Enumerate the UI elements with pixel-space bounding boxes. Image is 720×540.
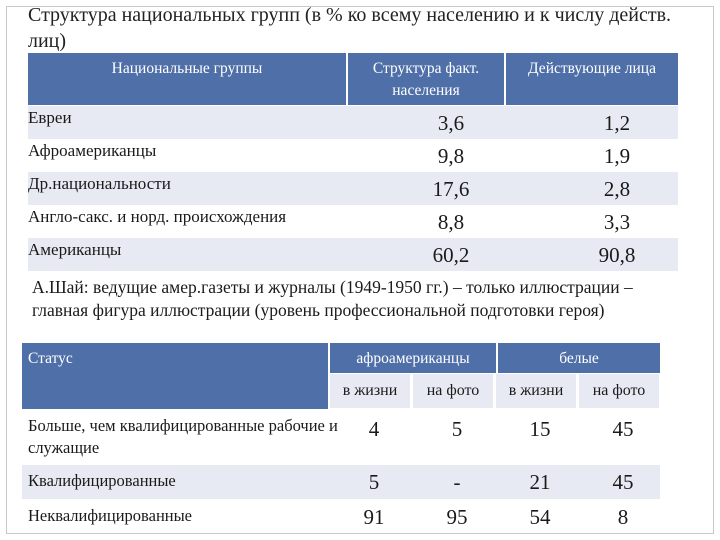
- table2-value: 5: [451, 417, 463, 441]
- table2-value: 15: [529, 417, 551, 441]
- table2-subheader: на фото: [413, 374, 493, 408]
- table1-row: Евреи 3,6 1,2: [28, 106, 678, 139]
- table1-population-value: 8,8: [437, 210, 465, 234]
- table2-subheader: в жизни: [496, 374, 576, 408]
- table1-row: Афроамериканцы 9,8 1,9: [28, 139, 678, 172]
- table2-row: Больше, чем квалифицированные рабочие и …: [22, 410, 660, 464]
- table2-header-whites: белые: [498, 343, 660, 373]
- table1-actors-value: 1,9: [603, 144, 631, 168]
- table2-value: -: [453, 470, 461, 494]
- table2-header-status: Статус: [22, 343, 328, 409]
- table2-header-afroamericans: афроамериканцы: [330, 343, 496, 373]
- table2-value: 45: [612, 470, 634, 494]
- table2-value: 5: [368, 470, 380, 494]
- table1-row-name: Евреи: [28, 108, 72, 127]
- table1-row-name: Др.национальности: [28, 174, 171, 193]
- table2-row: Квалифицированные 5 - 21 45: [22, 465, 660, 499]
- table1-row: Американцы 60,2 90,8: [28, 238, 678, 271]
- slide-frame: [6, 6, 714, 534]
- table1-row-name: Афроамериканцы: [28, 141, 157, 160]
- table2-row-name: Квалифицированные: [28, 471, 176, 490]
- table2-subheader: на фото: [579, 374, 659, 408]
- table2-row-name: Неквалифицированные: [28, 506, 193, 525]
- table1-row-name: Англо-сакс. и норд. происхождения: [28, 207, 287, 226]
- table1-row-name: Американцы: [28, 240, 122, 259]
- table1-actors-value: 1,2: [603, 111, 631, 135]
- note-text: А.Шай: ведущие амер.газеты и журналы (19…: [32, 277, 633, 320]
- table1-row: Англо-сакс. и норд. происхождения 8,8 3,…: [28, 205, 678, 238]
- table1-row: Др.национальности 17,6 2,8: [28, 172, 678, 205]
- table1-header-population: Структура факт. населения: [348, 53, 504, 105]
- table1-actors-value: 3,3: [603, 210, 631, 234]
- table1-actors-value: 90,8: [598, 243, 636, 267]
- table2-row-name: Больше, чем квалифицированные рабочие и …: [28, 416, 338, 457]
- table1-header-actors: Действующие лица: [506, 53, 678, 105]
- table1-population-value: 60,2: [432, 243, 470, 267]
- table1-population-value: 9,8: [437, 144, 465, 168]
- slide-title: Структура национальных групп (в % ко все…: [28, 4, 672, 52]
- table2-subheader: в жизни: [330, 374, 410, 408]
- table2-value: 45: [612, 417, 634, 441]
- table2-value: 95: [446, 505, 468, 529]
- table2-value: 54: [529, 505, 551, 529]
- table2-value: 21: [529, 470, 551, 494]
- table1-header-groups: Национальные группы: [28, 53, 346, 105]
- table1-actors-value: 2,8: [603, 177, 631, 201]
- table1-population-value: 3,6: [437, 111, 465, 135]
- table2-value: 4: [368, 417, 380, 441]
- table2-row: Неквалифицированные 91 95 54 8: [22, 500, 660, 534]
- table2-value: 91: [363, 505, 385, 529]
- table2-value: 8: [617, 505, 629, 529]
- table1-population-value: 17,6: [432, 177, 470, 201]
